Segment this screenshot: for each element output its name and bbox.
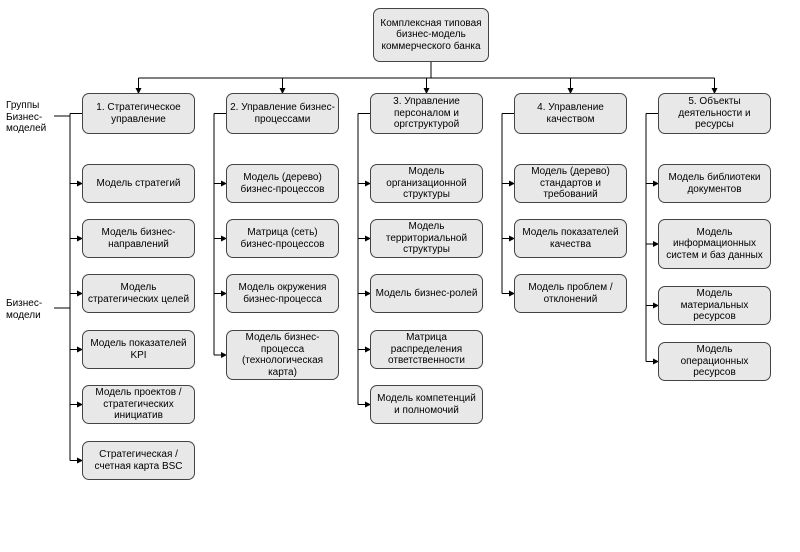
item-3-2: Модель проблем / отклонений <box>514 274 627 313</box>
item-0-5: Стратегическая / счетная карта BSC <box>82 441 195 480</box>
item-2-3: Матрица распределения ответственности <box>370 330 483 369</box>
item-4-0: Модель библиотеки документов <box>658 164 771 203</box>
item-4-3: Модель операционных ресурсов <box>658 342 771 381</box>
item-2-0: Модель организационной структуры <box>370 164 483 203</box>
column-header-3: 4. Управление качеством <box>514 93 627 134</box>
item-1-0: Модель (дерево) бизнес-процессов <box>226 164 339 203</box>
item-3-0: Модель (дерево) стандартов и требований <box>514 164 627 203</box>
root-node: Комплексная типовая бизнес-модель коммер… <box>373 8 489 62</box>
item-0-3: Модель показателей KPI <box>82 330 195 369</box>
item-4-2: Модель материальных ресурсов <box>658 286 771 325</box>
item-1-1: Матрица (сеть) бизнес-процессов <box>226 219 339 258</box>
item-1-2: Модель окружения бизнес-процесса <box>226 274 339 313</box>
side-label-1: Бизнес-модели <box>6 298 56 321</box>
item-0-2: Модель стратегических целей <box>82 274 195 313</box>
item-4-1: Модель информационных систем и баз данны… <box>658 219 771 269</box>
item-3-1: Модель показателей качества <box>514 219 627 258</box>
item-0-1: Модель бизнес-направлений <box>82 219 195 258</box>
item-2-2: Модель бизнес-ролей <box>370 274 483 313</box>
item-0-0: Модель стратегий <box>82 164 195 203</box>
column-header-1: 2. Управление бизнес-процессами <box>226 93 339 134</box>
item-2-4: Модель компетенций и полномочий <box>370 385 483 424</box>
column-header-2: 3. Управление персоналом и оргструктурой <box>370 93 483 134</box>
item-1-3: Модель бизнес-процесса (технологическая … <box>226 330 339 380</box>
side-label-0: Группы Бизнес-моделей <box>6 100 56 135</box>
column-header-0: 1. Стратегическое управление <box>82 93 195 134</box>
item-0-4: Модель проектов / стратегических инициат… <box>82 385 195 424</box>
item-2-1: Модель территориальной структуры <box>370 219 483 258</box>
column-header-4: 5. Объекты деятельности и ресурсы <box>658 93 771 134</box>
